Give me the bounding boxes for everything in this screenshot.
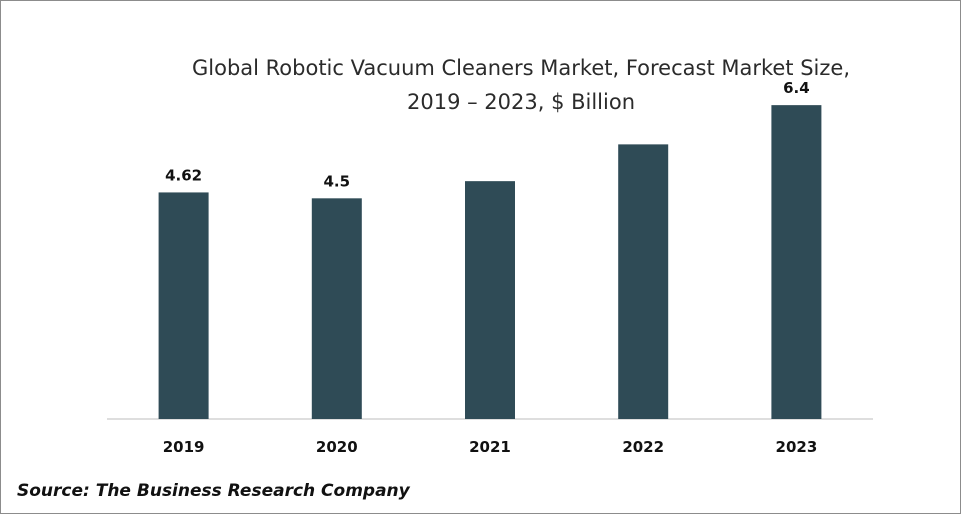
chart-title-line-1: Global Robotic Vacuum Cleaners Market, F… xyxy=(191,56,850,80)
source-note: Source: The Business Research Company xyxy=(17,481,410,501)
x-tick-label-2019: 2019 xyxy=(163,438,205,456)
value-label-2019: 4.62 xyxy=(165,166,202,184)
x-tick-label-2020: 2020 xyxy=(316,438,358,456)
bar-2021 xyxy=(465,181,515,419)
bar-2023 xyxy=(771,105,822,419)
value-label-2023: 6.4 xyxy=(783,79,810,97)
bars-group xyxy=(158,105,822,419)
chart-title-line-2: 2019 – 2023, $ Billion xyxy=(406,90,636,114)
value-labels-group: 4.62 4.5 6.4 xyxy=(165,79,810,190)
x-tick-label-2022: 2022 xyxy=(622,438,664,456)
x-tick-labels-group: 2019 2020 2021 2022 2023 xyxy=(163,438,818,456)
x-tick-label-2021: 2021 xyxy=(469,438,511,456)
bar-2019 xyxy=(158,192,209,419)
bar-2022 xyxy=(618,144,669,419)
bar-2020 xyxy=(311,198,362,419)
value-label-2020: 4.5 xyxy=(324,172,351,190)
x-tick-label-2023: 2023 xyxy=(776,438,818,456)
